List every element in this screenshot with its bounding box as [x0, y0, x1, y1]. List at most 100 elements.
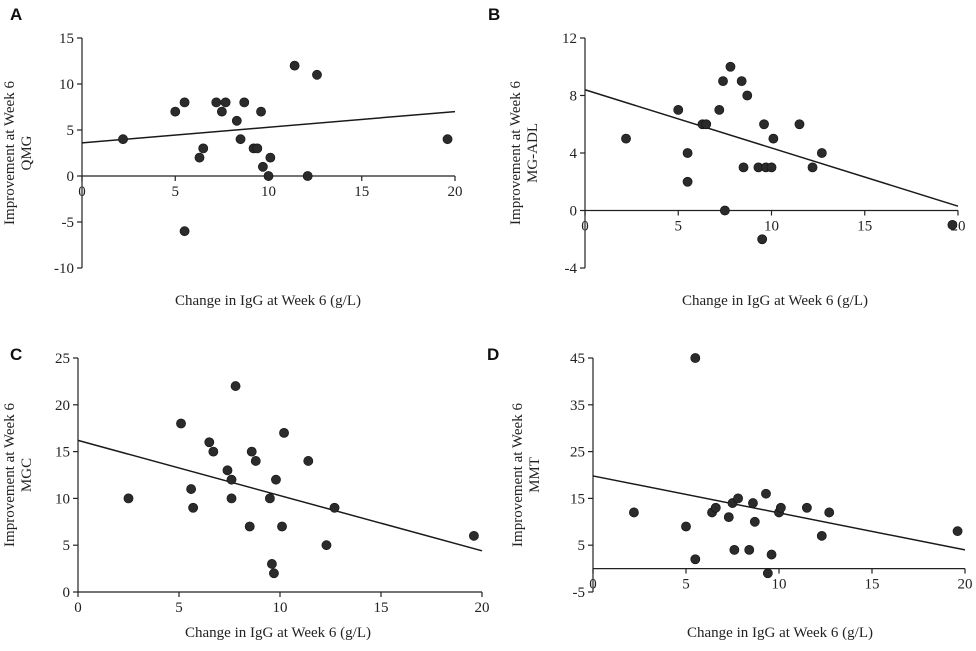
panel-letter: D — [487, 345, 499, 364]
data-point — [265, 152, 276, 163]
data-point — [775, 502, 786, 513]
data-point — [748, 498, 758, 508]
y-tick-label: 4 — [570, 146, 578, 162]
x-tick-label: 5 — [175, 600, 183, 616]
y-tick-label: 35 — [570, 398, 585, 414]
data-point — [208, 446, 219, 457]
x-tick-label: 0 — [589, 577, 597, 593]
data-point — [816, 530, 827, 541]
x-tick-label: 0 — [78, 184, 86, 200]
data-point — [952, 526, 963, 537]
panel-d: D -5 5 15 25 35 45 0 5 10 15 20 Change in IgG at Wee… — [487, 345, 973, 641]
regression-line — [77, 439, 483, 552]
x-tick-label: 5 — [172, 184, 180, 200]
data-point — [761, 488, 771, 499]
data-point — [802, 502, 812, 513]
data-point — [736, 76, 747, 87]
data-point — [690, 353, 701, 363]
data-point — [816, 148, 827, 158]
data-point — [188, 502, 199, 513]
data-point — [246, 446, 257, 457]
panel-letter: B — [488, 5, 500, 24]
data-point — [621, 133, 631, 144]
data-point — [179, 226, 190, 237]
data-point — [312, 69, 322, 80]
x-tick-label: 15 — [374, 600, 389, 616]
panel-letter: A — [10, 5, 22, 24]
x-tick-label: 0 — [74, 600, 82, 616]
y-axis-title-line: Improvement at Week 6 — [510, 403, 526, 547]
data-point — [733, 493, 743, 504]
data-point — [170, 106, 181, 117]
y-axis-title-line: Improvement at Week 6 — [2, 81, 18, 225]
x-axis-title: Change in IgG at Week 6 (g/L) — [687, 625, 873, 641]
regression-line — [584, 89, 959, 207]
data-point — [442, 134, 453, 145]
y-axis-title-line: MGC — [19, 458, 35, 492]
y-tick-label: 25 — [570, 445, 585, 461]
y-tick-label: 10 — [59, 77, 74, 93]
data-point — [947, 219, 958, 230]
data-point — [766, 162, 777, 173]
data-point — [701, 119, 712, 130]
x-tick-label: 15 — [865, 577, 880, 593]
y-axis-title-line: MG-ADL — [525, 123, 541, 183]
data-point — [231, 115, 242, 126]
data-point — [303, 456, 314, 466]
data-point — [629, 507, 639, 518]
x-tick-label: 15 — [354, 184, 369, 200]
data-point — [714, 104, 725, 115]
y-tick-label: -5 — [573, 585, 586, 601]
data-point — [220, 97, 231, 108]
data-point — [757, 234, 768, 245]
y-tick-label: 15 — [55, 445, 70, 461]
panel-c: C 0 5 10 15 20 25 0 5 10 15 20 Change in IgG at Week… — [2, 345, 490, 641]
data-point — [673, 104, 684, 115]
data-point — [824, 507, 835, 518]
data-point — [744, 544, 755, 555]
data-point — [690, 554, 701, 565]
data-point — [682, 176, 693, 187]
y-axis-title: Improvement at Week 6QMG — [2, 81, 35, 225]
data-point — [226, 474, 237, 485]
data-point — [267, 559, 277, 569]
panel-letter: C — [10, 345, 22, 364]
y-tick-label: -10 — [54, 261, 74, 277]
y-tick-label: 20 — [55, 398, 70, 414]
data-point — [469, 530, 479, 541]
data-point — [118, 134, 128, 145]
x-tick-label: 10 — [772, 577, 787, 593]
data-point — [256, 106, 266, 117]
data-point — [725, 61, 736, 72]
y-tick-label: 0 — [570, 204, 578, 220]
y-tick-label: 10 — [55, 491, 70, 507]
data-point — [738, 162, 749, 173]
x-tick-label: 15 — [857, 219, 872, 235]
data-point — [710, 502, 721, 513]
y-tick-label: 15 — [570, 491, 585, 507]
x-tick-label: 10 — [261, 184, 276, 200]
data-point — [719, 205, 730, 216]
x-axis-title: Change in IgG at Week 6 (g/L) — [682, 293, 868, 309]
data-point — [216, 106, 227, 117]
y-axis-title: Improvement at Week 6MG-ADL — [508, 81, 541, 225]
x-tick-label: 10 — [273, 600, 288, 616]
x-axis-title: Change in IgG at Week 6 (g/L) — [185, 625, 371, 641]
y-tick-label: 5 — [63, 538, 71, 554]
data-point — [211, 97, 222, 108]
data-point — [235, 134, 246, 145]
data-point — [302, 171, 313, 181]
y-tick-label: 8 — [570, 89, 578, 105]
x-tick-label: 10 — [764, 219, 779, 235]
data-point — [269, 568, 279, 579]
y-axis-title: Improvement at Week 6MMT — [510, 403, 543, 547]
data-point — [749, 516, 760, 527]
x-tick-label: 20 — [958, 577, 973, 593]
data-point — [807, 162, 818, 173]
data-point — [222, 465, 233, 476]
y-tick-label: 0 — [67, 169, 75, 185]
data-point — [681, 521, 691, 532]
x-axis-title: Change in IgG at Week 6 (g/L) — [175, 293, 361, 309]
y-tick-label: 25 — [55, 351, 70, 367]
